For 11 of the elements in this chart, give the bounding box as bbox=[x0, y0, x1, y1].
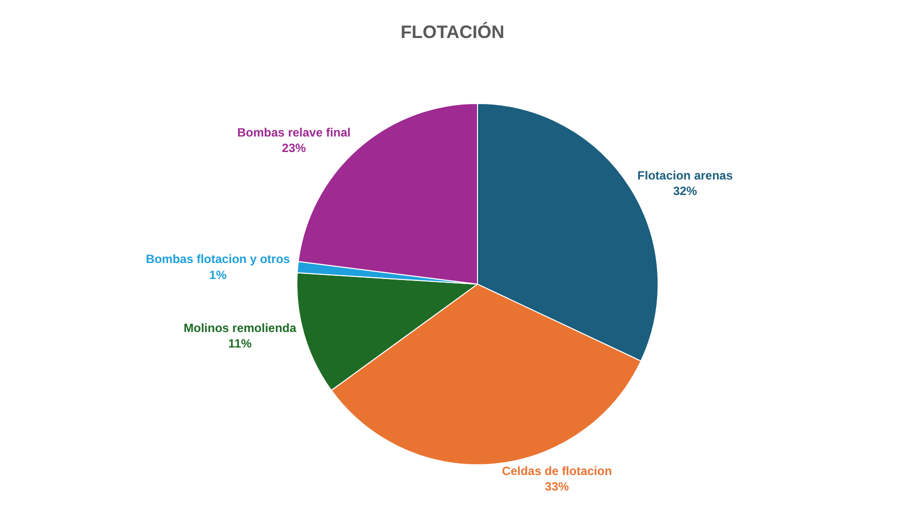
data-label: 1% bbox=[209, 268, 227, 282]
data-label: 23% bbox=[282, 141, 306, 156]
chart-title: FLOTACIÓN bbox=[400, 22, 504, 42]
slice-label: Flotacion arenas bbox=[637, 168, 734, 182]
data-label: 32% bbox=[673, 184, 698, 198]
slice-label: Bombas flotacion y otros bbox=[146, 252, 290, 266]
slice-label: Molinos remolienda bbox=[184, 320, 297, 335]
data-label: 11% bbox=[228, 336, 252, 350]
slice-label: Celdas de flotacion bbox=[502, 464, 612, 478]
slice-label: Bombas relave final bbox=[237, 126, 351, 140]
data-label: 33% bbox=[544, 479, 570, 494]
